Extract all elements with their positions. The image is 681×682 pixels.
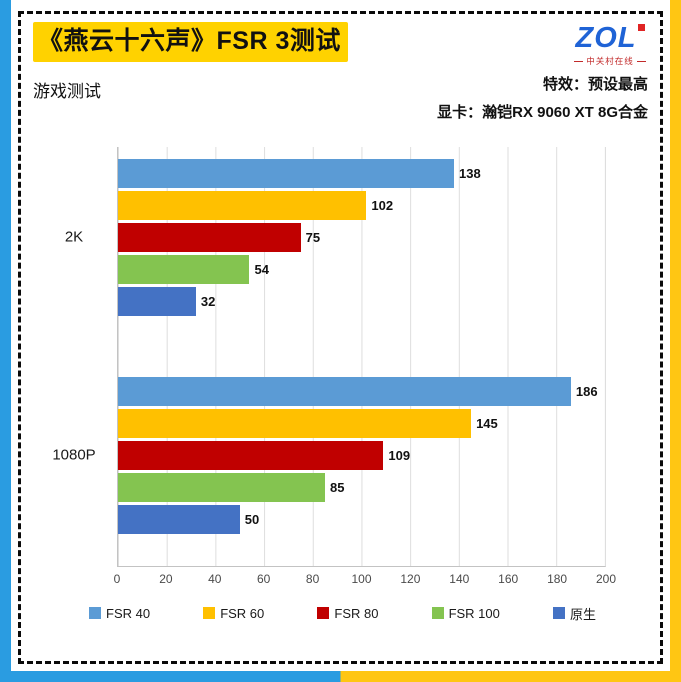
bar-row: 186 bbox=[118, 376, 605, 406]
x-tick-label: 180 bbox=[547, 571, 568, 586]
legend-label: FSR 100 bbox=[448, 605, 500, 621]
legend-swatch bbox=[431, 607, 444, 619]
x-tick-label: 0 bbox=[113, 571, 121, 586]
bar-value-label: 75 bbox=[305, 229, 321, 245]
x-tick-label: 20 bbox=[159, 571, 173, 586]
chart-subtitle: 游戏测试 bbox=[33, 82, 101, 101]
zol-logo-subtitle: 中关村在线 bbox=[574, 55, 646, 67]
x-tick-label: 160 bbox=[498, 571, 519, 586]
zol-logo-text: ZOL bbox=[576, 24, 645, 53]
x-tick-label: 100 bbox=[351, 571, 372, 586]
settings-gpu: 显卡：瀚铠RX 9060 XT 8G合金 bbox=[437, 103, 648, 121]
bar-FSR 40 bbox=[118, 376, 571, 406]
legend-label: 原生 bbox=[569, 606, 596, 622]
legend-swatch bbox=[552, 607, 565, 619]
legend-item-FSR 40: FSR 40 bbox=[89, 604, 150, 623]
subheader: 游戏测试 特效：预设最高 显卡：瀚铠RX 9060 XT 8G合金 bbox=[33, 71, 648, 127]
bar-row: 54 bbox=[118, 254, 605, 284]
bar-原生 bbox=[118, 504, 240, 534]
bar-row: 138 bbox=[118, 158, 605, 188]
bar-FSR 100 bbox=[118, 254, 250, 284]
bar-FSR 60 bbox=[118, 190, 367, 220]
frame-right-yellow-bar bbox=[670, 0, 681, 682]
legend: FSR 40 FSR 60 FSR 80 FSR 100 原生 bbox=[89, 604, 596, 623]
legend-swatch bbox=[89, 607, 101, 619]
bar-group-2K: 2K 138 102 75 54 32 bbox=[65, 158, 605, 316]
y-axis-label-1080P: 1080P bbox=[52, 446, 96, 464]
x-tick-label: 60 bbox=[257, 571, 271, 586]
bar-FSR 60 bbox=[118, 408, 472, 438]
bar-原生 bbox=[118, 286, 196, 316]
bar-row: 109 bbox=[118, 440, 605, 470]
bar-value-label: 102 bbox=[371, 197, 394, 213]
bar-value-label: 50 bbox=[244, 511, 260, 527]
bar-FSR 100 bbox=[118, 472, 325, 502]
bar-FSR 80 bbox=[118, 222, 301, 252]
page-content: 《燕云十六声》FSR 3测试 ZOL 中关村在线 游戏测试 特效：预设最高 显卡… bbox=[33, 22, 648, 654]
legend-item-原生: 原生 bbox=[552, 604, 596, 623]
settings-effects: 特效：预设最高 bbox=[542, 76, 648, 93]
x-tick-label: 40 bbox=[208, 571, 222, 586]
legend-swatch bbox=[317, 607, 330, 619]
frame-left-blue-bar bbox=[0, 0, 11, 682]
bar-value-label: 54 bbox=[254, 261, 269, 277]
legend-item-FSR 80: FSR 80 bbox=[317, 604, 378, 623]
zol-subtitle-text: 中关村在线 bbox=[586, 56, 634, 66]
bar-row: 75 bbox=[118, 222, 605, 252]
bar-value-label: 186 bbox=[575, 383, 598, 399]
x-tick-label: 140 bbox=[449, 571, 470, 586]
zol-logo: ZOL 中关村在线 bbox=[574, 24, 646, 67]
bar-group-1080P: 1080P 186 145 109 85 50 bbox=[52, 376, 605, 534]
frame-bottom-bar bbox=[0, 671, 681, 682]
plot-area: 2K 138 102 75 54 32 1080P 186 145 109 85 50 bbox=[52, 147, 605, 566]
bar-value-label: 145 bbox=[476, 415, 498, 431]
zol-wordmark: ZOL bbox=[575, 22, 637, 54]
legend-item-FSR 60: FSR 60 bbox=[203, 604, 264, 623]
x-tick-label: 200 bbox=[595, 571, 617, 586]
bar-FSR 80 bbox=[118, 440, 384, 470]
y-axis-label-2K: 2K bbox=[64, 228, 84, 246]
x-tick-label: 120 bbox=[400, 571, 421, 586]
page-title: 《燕云十六声》FSR 3测试 bbox=[33, 22, 348, 62]
bar-row: 102 bbox=[118, 190, 605, 220]
legend-label: FSR 40 bbox=[106, 605, 151, 621]
bar-FSR 40 bbox=[118, 158, 455, 188]
legend-label: FSR 60 bbox=[220, 605, 265, 621]
bar-row: 145 bbox=[118, 408, 605, 438]
header: 《燕云十六声》FSR 3测试 ZOL 中关村在线 bbox=[33, 22, 648, 67]
bar-value-label: 32 bbox=[200, 293, 216, 309]
bar-value-label: 138 bbox=[459, 165, 481, 181]
x-axis-ticks: 0 20 40 60 80 100 120 140 160 180 200 bbox=[113, 571, 616, 588]
legend-swatch bbox=[203, 607, 216, 619]
bar-row: 32 bbox=[118, 286, 605, 316]
legend-label: FSR 80 bbox=[334, 605, 379, 621]
x-tick-label: 80 bbox=[305, 571, 320, 586]
test-settings: 特效：预设最高 显卡：瀚铠RX 9060 XT 8G合金 bbox=[437, 71, 648, 127]
chart-area: 2K 138 102 75 54 32 1080P 186 145 109 85 50 bbox=[52, 146, 606, 567]
bar-value-label: 85 bbox=[329, 479, 345, 495]
bar-value-label: 109 bbox=[388, 447, 411, 463]
legend-item-FSR 100: FSR 100 bbox=[431, 604, 500, 623]
bar-row: 85 bbox=[118, 472, 605, 502]
bar-row: 50 bbox=[118, 504, 605, 534]
zol-red-square-icon bbox=[637, 24, 645, 31]
